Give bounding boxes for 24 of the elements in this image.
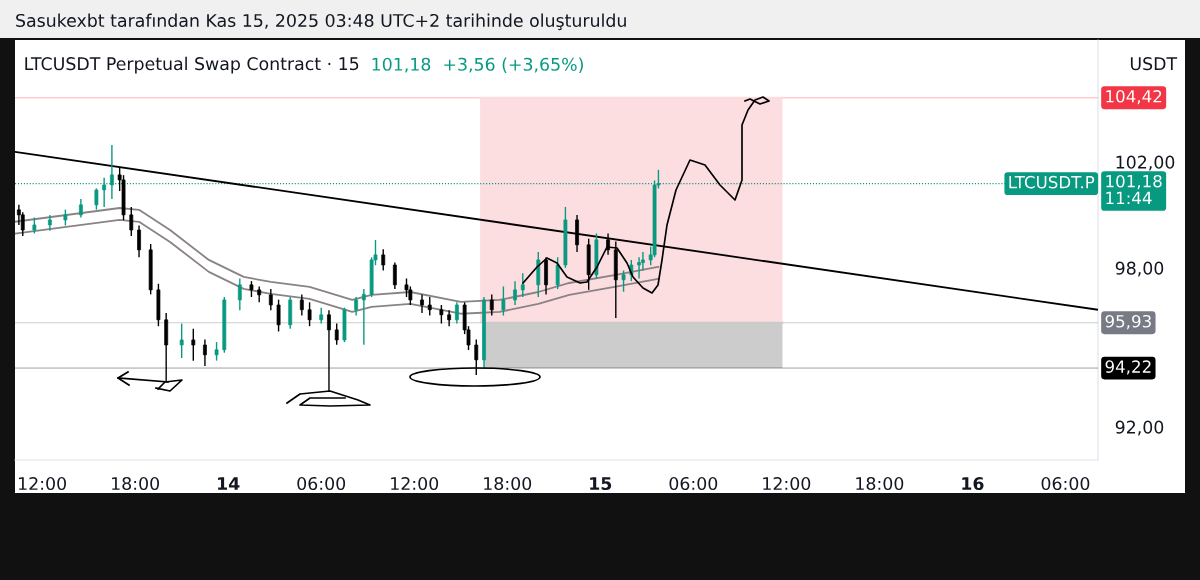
y-tick-label: 92,00 <box>1115 420 1164 436</box>
x-tick-label: 18:00 <box>856 476 904 491</box>
x-tick-label: 12:00 <box>19 476 66 491</box>
x-tick-label: 12:00 <box>391 476 439 491</box>
x-tick-label: 12:00 <box>763 476 811 491</box>
annotation: LTCUSDT.P <box>1009 175 1095 189</box>
y-tick-label: 102,00 <box>1116 155 1175 171</box>
x-tick-label: 14 <box>218 477 240 490</box>
x-tick-label: 06:00 <box>297 476 346 491</box>
y-axis-title: USDT <box>1130 57 1178 71</box>
x-tick-label: 06:00 <box>669 476 718 491</box>
x-tick-label: 06:00 <box>1041 476 1090 491</box>
y-tick-label: 98,00 <box>1115 261 1164 277</box>
ref-line-label: 104,42 <box>1106 90 1162 105</box>
text: Sasukexbt tarafından Kas 15, 2025 03:48 UTC+2 tarihinde oluşturuldu <box>16 13 626 31</box>
x-tick-label: 15 <box>590 477 612 491</box>
ref-line-label: 95,93 <box>1105 314 1151 330</box>
ref-line-label: 101,18 11:44 <box>1106 174 1162 205</box>
x-tick-label: 16 <box>962 476 984 491</box>
ref-line-label: 94,22 <box>1105 360 1151 375</box>
text: LTCUSDT Perpetual Swap Contract · 15 <box>25 56 359 74</box>
text: 101,18 +3,56 (+3,65%) <box>372 57 583 73</box>
x-tick-label: 18:00 <box>484 476 532 491</box>
x-tick-label: 18:00 <box>112 476 160 491</box>
